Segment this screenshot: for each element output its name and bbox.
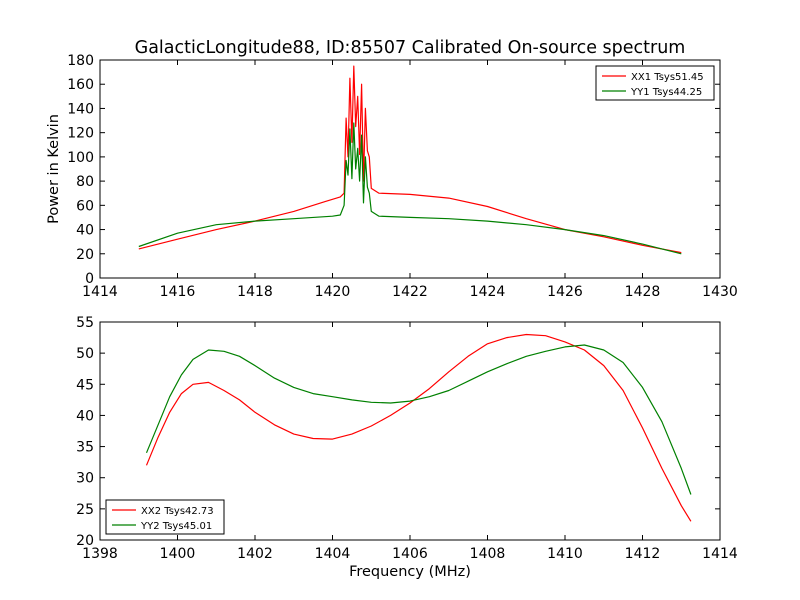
y-tick-label: 100 <box>67 150 94 166</box>
legend: XX1 Tsys51.45 YY1 Tsys44.25 <box>595 65 715 101</box>
x-tick-label: 1416 <box>160 284 196 300</box>
x-tick-label: 1428 <box>625 284 661 300</box>
y-tick-label: 55 <box>76 315 94 331</box>
x-tick-label: 1424 <box>470 284 506 300</box>
x-tick-label: 1412 <box>625 546 661 562</box>
y-tick-label: 50 <box>76 346 94 362</box>
x-tick-label: 1422 <box>392 284 428 300</box>
x-tick-label: 1410 <box>547 546 583 562</box>
top-spectrum-panel: 1414 1416 1418 1420 1422 1424 1426 1428 1430 0 20 4… <box>46 53 738 300</box>
legend-entry: YY1 Tsys44.25 <box>630 87 702 98</box>
y-tick-label: 40 <box>76 408 94 424</box>
x-tick-label: 1418 <box>237 284 273 300</box>
x-tick-label: 1408 <box>470 546 506 562</box>
x-tick-label: 1420 <box>315 284 351 300</box>
y-tick-label: 0 <box>85 271 94 287</box>
y-tick-label: 25 <box>76 502 94 518</box>
y-tick-label: 20 <box>76 533 94 549</box>
x-tick-label: 1400 <box>160 546 196 562</box>
legend: XX2 Tsys42.73 YY2 Tsys45.01 <box>105 499 225 535</box>
y-tick-label: 35 <box>76 440 94 456</box>
y-tick-label: 40 <box>76 223 94 239</box>
legend-entry: YY2 Tsys45.01 <box>140 521 212 532</box>
x-tick-label: 1414 <box>82 284 118 300</box>
y-tick-label: 80 <box>76 174 94 190</box>
y-tick-label: 30 <box>76 471 94 487</box>
y-tick-label: 180 <box>67 53 94 69</box>
figure-title: GalacticLongitude88, ID:85507 Calibrated… <box>135 38 686 58</box>
y-tick-label: 20 <box>76 247 94 263</box>
x-tick-label: 1426 <box>547 284 583 300</box>
y-tick-label: 45 <box>76 377 94 393</box>
y-axis-label: Power in Kelvin <box>46 114 62 224</box>
series-line-1 <box>138 65 682 254</box>
y-tick-label: 60 <box>76 198 94 214</box>
y-tick-label: 160 <box>67 77 94 93</box>
series-line-2 <box>138 122 682 255</box>
series-line-2 <box>145 344 692 495</box>
legend-entry: XX1 Tsys51.45 <box>631 72 704 83</box>
x-axis-label: Frequency (MHz) <box>349 564 471 580</box>
x-tick-label: 1402 <box>237 546 273 562</box>
bottom-spectrum-panel: 1398 1400 1402 1404 1406 1408 1410 1412 1414 20 25… <box>76 315 738 562</box>
x-tick-label: 1430 <box>702 284 738 300</box>
series-line-1 <box>145 333 692 522</box>
legend-entry: XX2 Tsys42.73 <box>141 506 214 517</box>
x-tick-label: 1414 <box>702 546 738 562</box>
y-tick-label: 120 <box>67 126 94 142</box>
x-tick-label: 1404 <box>315 546 351 562</box>
x-tick-label: 1406 <box>392 546 428 562</box>
x-tick-label: 1398 <box>82 546 118 562</box>
y-tick-label: 140 <box>67 101 94 117</box>
